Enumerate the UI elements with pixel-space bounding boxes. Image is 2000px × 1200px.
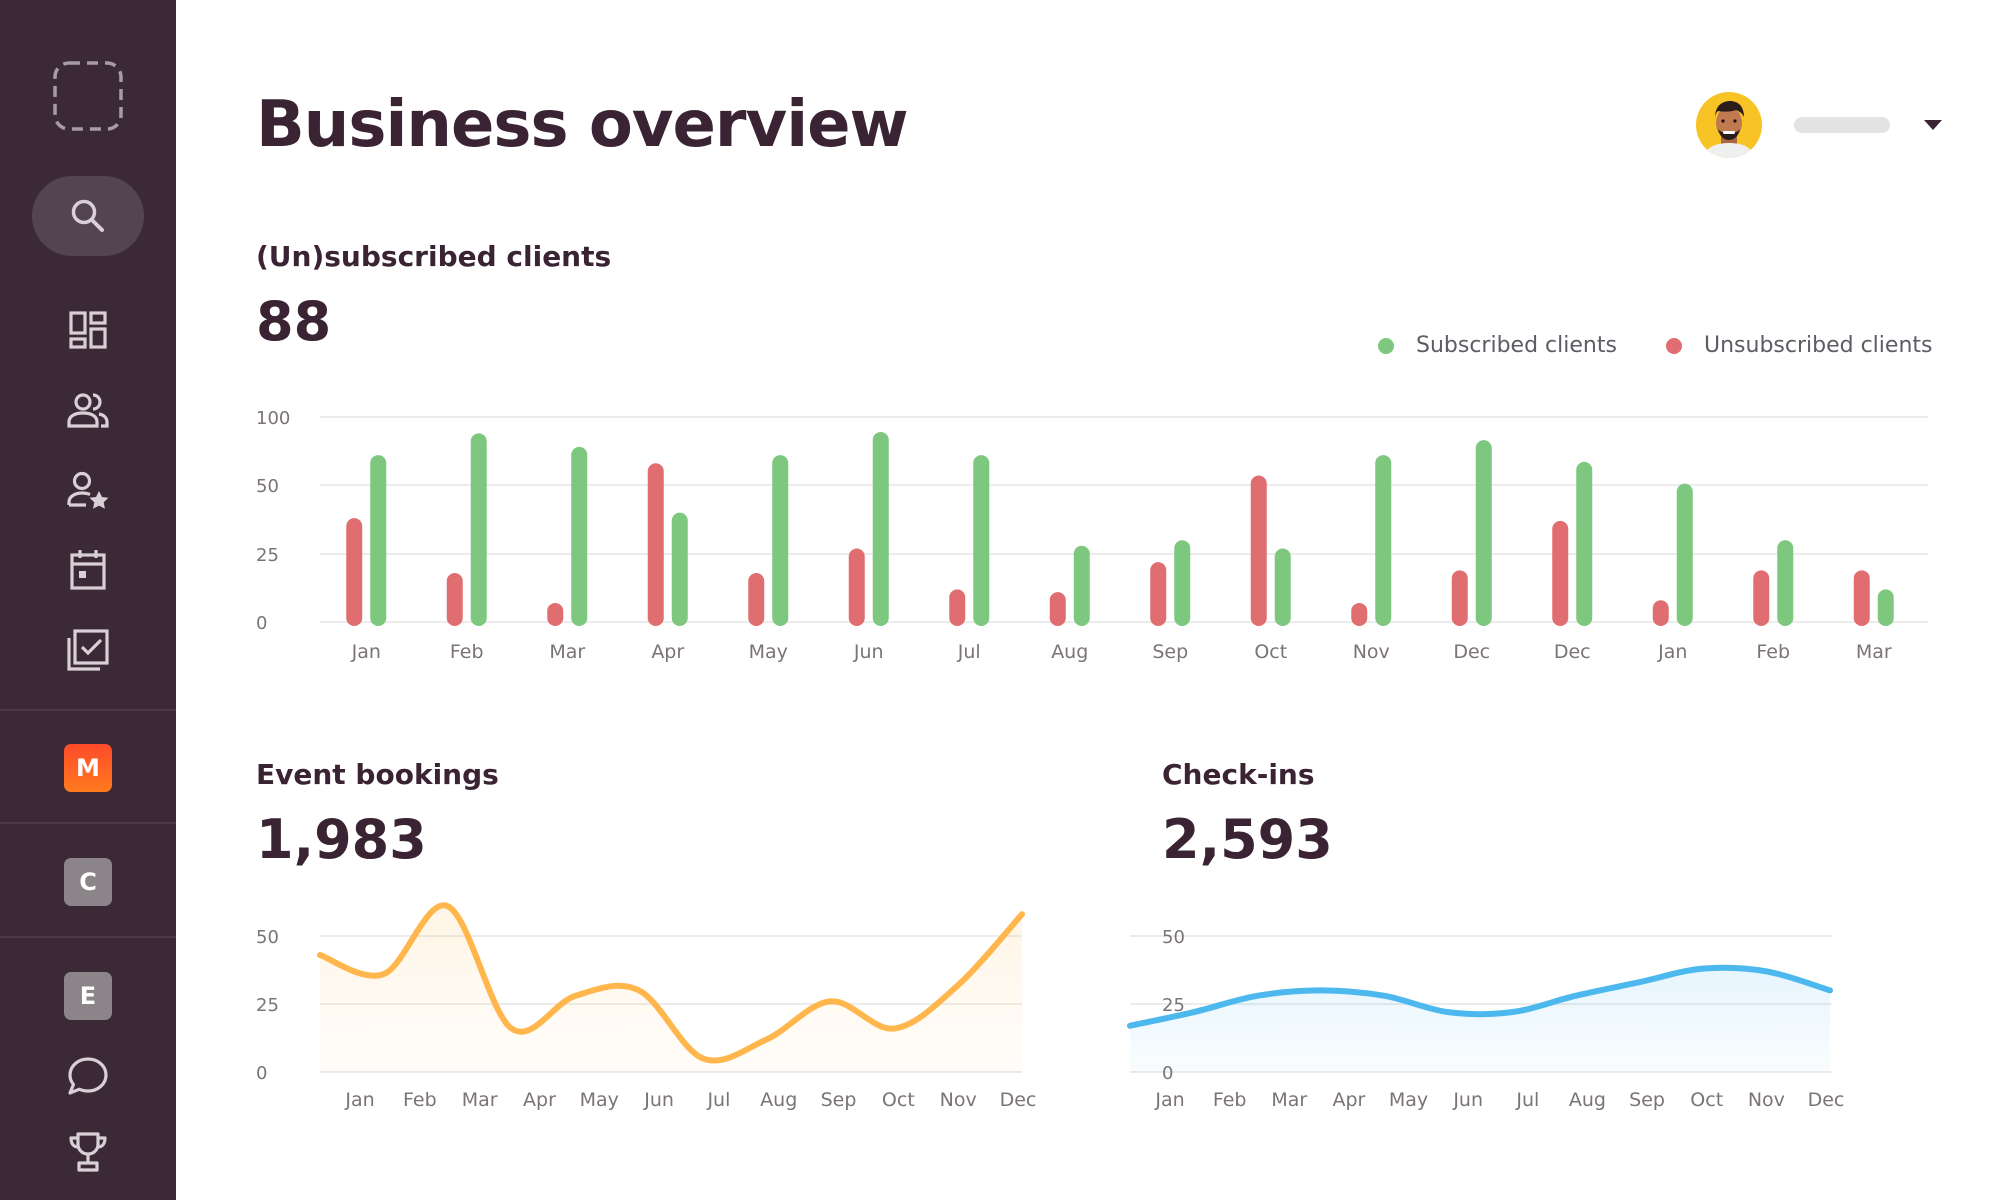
- x-tick-label: Aug: [1051, 641, 1088, 663]
- subscriptions-bar-chart: 0 25 50 100 Jan Feb Mar Apr May Jun Jul Aug Sep Oct No…: [256, 408, 1928, 663]
- search-icon: [71, 199, 104, 232]
- y-tick-label: 0: [1162, 1063, 1173, 1084]
- x-tick-label: Oct: [1690, 1089, 1723, 1110]
- sidebar: M C E: [0, 0, 176, 1200]
- x-tick-label: Oct: [882, 1089, 915, 1110]
- legend-subscribed-label: Subscribed clients: [1416, 333, 1617, 358]
- area-fill: [320, 905, 1022, 1072]
- y-tick-label: 50: [256, 927, 279, 948]
- x-tick-label: Sep: [1152, 641, 1188, 663]
- user-menu[interactable]: [1696, 92, 1944, 158]
- users-icon[interactable]: [64, 386, 112, 434]
- legend-unsubscribed: Unsubscribed clients: [1666, 333, 1932, 358]
- legend-subscribed-dot: [1378, 337, 1394, 354]
- x-tick-label: Aug: [760, 1089, 797, 1110]
- y-tick-label: 100: [256, 408, 290, 429]
- x-tick-label: Apr: [1332, 1089, 1365, 1110]
- y-tick-label: 50: [256, 476, 279, 497]
- x-tick-label: May: [580, 1089, 619, 1110]
- x-tick-label: Feb: [1756, 641, 1790, 663]
- x-tick-label: May: [1389, 1089, 1428, 1110]
- chat-icon[interactable]: [64, 1052, 112, 1100]
- y-tick-label: 25: [256, 545, 279, 566]
- x-tick-label: Jun: [853, 641, 884, 663]
- area-fill: [1130, 967, 1830, 1072]
- dashboard-icon[interactable]: [64, 306, 112, 354]
- x-tick-label: Jul: [957, 641, 981, 663]
- x-tick-label: Jan: [351, 641, 381, 663]
- search-button[interactable]: [32, 176, 144, 256]
- x-tick-label: Feb: [1213, 1089, 1247, 1110]
- x-tick-label: Jun: [643, 1089, 674, 1110]
- bookings-total: 1,983: [256, 808, 427, 871]
- x-tick-label: Dec: [1000, 1089, 1036, 1110]
- x-tick-label: Nov: [940, 1089, 977, 1110]
- bookings-title: Event bookings: [256, 758, 499, 791]
- checkins-title: Check-ins: [1162, 758, 1315, 791]
- workspace-e-badge[interactable]: E: [64, 972, 112, 1020]
- workspace-m-badge[interactable]: M: [64, 744, 112, 792]
- bookings-area-chart: 0 25 50 Jan Feb Mar Apr May Jun Jul Aug Sep Oct Nov De…: [256, 902, 1036, 1110]
- y-tick-label: 25: [1162, 995, 1185, 1016]
- x-tick-label: Mar: [1271, 1089, 1307, 1110]
- x-tick-label: Feb: [403, 1089, 437, 1110]
- x-tick-label: Mar: [462, 1089, 498, 1110]
- x-tick-label: Jun: [1452, 1089, 1483, 1110]
- username-placeholder: [1794, 117, 1890, 133]
- x-tick-label: Jul: [706, 1089, 730, 1110]
- x-tick-label: Mar: [1856, 641, 1892, 663]
- legend-subscribed: Subscribed clients: [1378, 333, 1617, 358]
- x-tick-label: Aug: [1569, 1089, 1606, 1110]
- x-tick-label: Sep: [1629, 1089, 1665, 1110]
- calendar-icon[interactable]: [64, 546, 112, 594]
- x-tick-label: Jan: [344, 1089, 374, 1110]
- x-tick-label: Dec: [1808, 1089, 1845, 1110]
- checklist-icon[interactable]: [64, 626, 112, 674]
- x-tick-label: Apr: [651, 641, 684, 663]
- x-tick-label: Jul: [1515, 1089, 1539, 1110]
- y-tick-label: 25: [256, 995, 279, 1016]
- user-star-icon[interactable]: [64, 466, 112, 514]
- y-tick-label: 50: [1162, 927, 1185, 948]
- x-tick-label: Nov: [1748, 1089, 1785, 1110]
- x-tick-label: Apr: [523, 1089, 556, 1110]
- x-tick-label: Mar: [549, 641, 585, 663]
- caret-down-icon[interactable]: [1922, 118, 1944, 132]
- workspace-c-badge[interactable]: C: [64, 858, 112, 906]
- y-tick-label: 0: [256, 613, 267, 634]
- x-tick-label: Dec: [1554, 641, 1591, 663]
- x-tick-label: Feb: [450, 641, 484, 663]
- x-tick-label: Sep: [821, 1089, 857, 1110]
- workspace-e-label: E: [64, 972, 112, 1020]
- y-tick-label: 0: [256, 1063, 267, 1084]
- checkins-area-chart: 0 25 50 Jan Feb Mar Apr May Jun Jul Aug Sep Oct Nov De…: [1127, 927, 1845, 1110]
- legend-unsubscribed-label: Unsubscribed clients: [1704, 333, 1933, 358]
- x-tick-label: Dec: [1453, 641, 1490, 663]
- logo-placeholder-icon[interactable]: [50, 58, 126, 134]
- area-line: [317, 902, 1025, 1064]
- checkins-total: 2,593: [1162, 808, 1333, 871]
- workspace-c-label: C: [64, 858, 112, 906]
- page-title: Business overview: [256, 88, 909, 162]
- workspace-m-label: M: [64, 744, 112, 792]
- trophy-icon[interactable]: [64, 1128, 112, 1176]
- x-tick-label: May: [749, 641, 788, 663]
- area-line: [1127, 964, 1833, 1029]
- main-content: Business overview (Un)subscribed clients…: [176, 0, 2000, 1200]
- avatar[interactable]: [1696, 92, 1762, 158]
- legend-unsubscribed-dot: [1666, 337, 1682, 354]
- x-tick-label: Nov: [1353, 641, 1390, 663]
- x-tick-label: Jan: [1657, 641, 1687, 663]
- subscriptions-total: 88: [256, 290, 332, 353]
- x-tick-label: Oct: [1254, 641, 1287, 663]
- x-tick-label: Jan: [1154, 1089, 1184, 1110]
- subscriptions-title: (Un)subscribed clients: [256, 240, 612, 273]
